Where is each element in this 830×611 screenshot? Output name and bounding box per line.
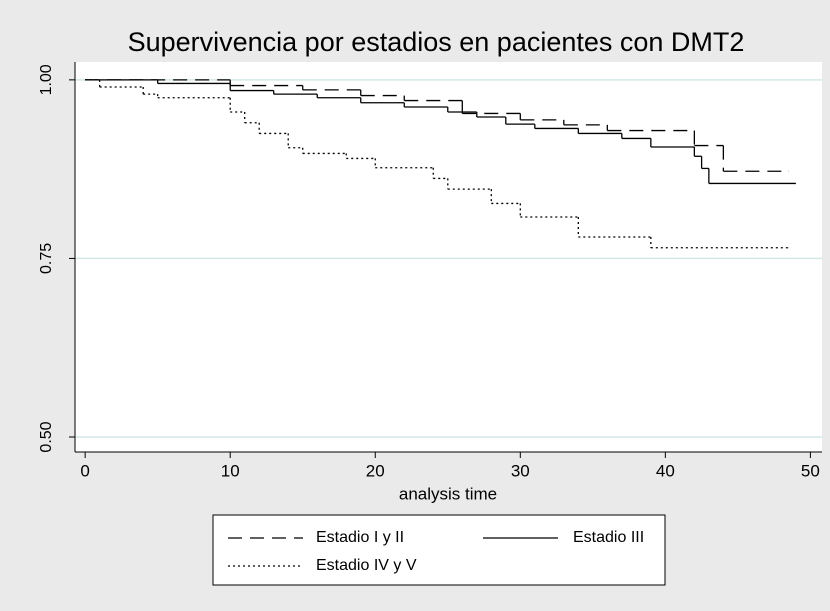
x-axis-title: analysis time [399,484,497,503]
x-tick-label: 0 [80,461,89,480]
x-tick-label: 10 [221,461,240,480]
y-tick-label: 0.75 [38,243,55,274]
plot-area [75,62,822,452]
y-tick-label: 1.00 [38,64,55,95]
chart-title: Supervivencia por estadios en pacientes … [128,27,745,57]
legend [212,514,666,586]
legend-label: Estadio I y II [316,529,404,546]
x-tick-label: 30 [511,461,530,480]
x-tick-label: 20 [366,461,385,480]
y-tick-label: 0.50 [38,421,55,452]
legend-label: Estadio IV y V [316,557,417,574]
legend-label: Estadio III [573,529,644,546]
x-tick-label: 50 [801,461,820,480]
x-tick-label: 40 [656,461,675,480]
